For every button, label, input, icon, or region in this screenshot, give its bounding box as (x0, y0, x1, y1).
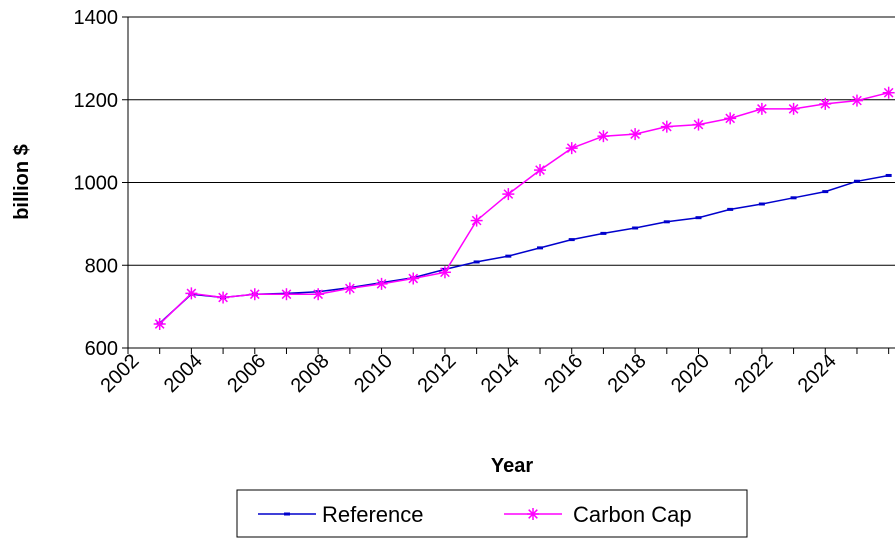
data-point (438, 266, 451, 279)
data-point (312, 288, 325, 301)
x-tick-label: 2012 (413, 350, 460, 397)
data-point (755, 102, 768, 115)
x-tick-label: 2004 (160, 350, 207, 397)
legend: Reference Carbon Cap (236, 489, 748, 538)
data-point (787, 102, 800, 115)
data-point (407, 272, 420, 285)
x-tick-label: 2020 (667, 350, 714, 397)
x-tick-label: 2008 (287, 350, 334, 397)
data-point (153, 318, 166, 331)
series-carbon-cap (153, 86, 895, 331)
data-point (565, 142, 578, 155)
x-tick-label: 2022 (730, 350, 777, 397)
y-tick-label: 600 (85, 338, 118, 360)
legend-item: Carbon Cap (504, 502, 692, 527)
data-point (819, 97, 832, 110)
legend-label: Carbon Cap (573, 502, 692, 527)
x-tick-label: 2014 (477, 350, 524, 397)
legend-box (236, 489, 748, 538)
series-line (159, 91, 889, 325)
y-tick-label: 1400 (74, 7, 119, 29)
y-axis-title: billion $ (11, 144, 33, 220)
x-tick-label: 2024 (794, 350, 841, 397)
data-point (724, 112, 737, 125)
series-line (159, 174, 889, 324)
x-tick-label: 2016 (540, 350, 587, 397)
axes (122, 16, 895, 354)
data-point (375, 277, 388, 290)
data-point (217, 291, 230, 304)
data-point (629, 128, 642, 141)
data-point (185, 287, 198, 300)
y-tick-label: 800 (85, 255, 118, 277)
data-point (527, 508, 539, 520)
data-point (597, 130, 610, 143)
data-point (882, 86, 895, 99)
data-point (280, 288, 293, 301)
data-point (850, 94, 863, 107)
x-axis-title: Year (491, 455, 533, 477)
y-tick-label: 1200 (74, 90, 119, 112)
data-point (248, 288, 261, 301)
x-tick-label: 2018 (604, 350, 651, 397)
legend-label: Reference (322, 502, 424, 527)
series-reference (156, 173, 892, 325)
data-point (534, 164, 547, 177)
series-lines (153, 86, 895, 331)
y-tick-label: 1000 (74, 173, 119, 195)
data-point (692, 118, 705, 131)
data-point (343, 282, 356, 295)
data-point (502, 188, 515, 201)
data-point (470, 214, 483, 227)
x-tick-label: 2006 (223, 350, 270, 397)
grid-lines (128, 16, 895, 266)
x-tick-label: 2010 (350, 350, 397, 397)
legend-item: Reference (258, 502, 424, 527)
data-point (660, 120, 673, 133)
